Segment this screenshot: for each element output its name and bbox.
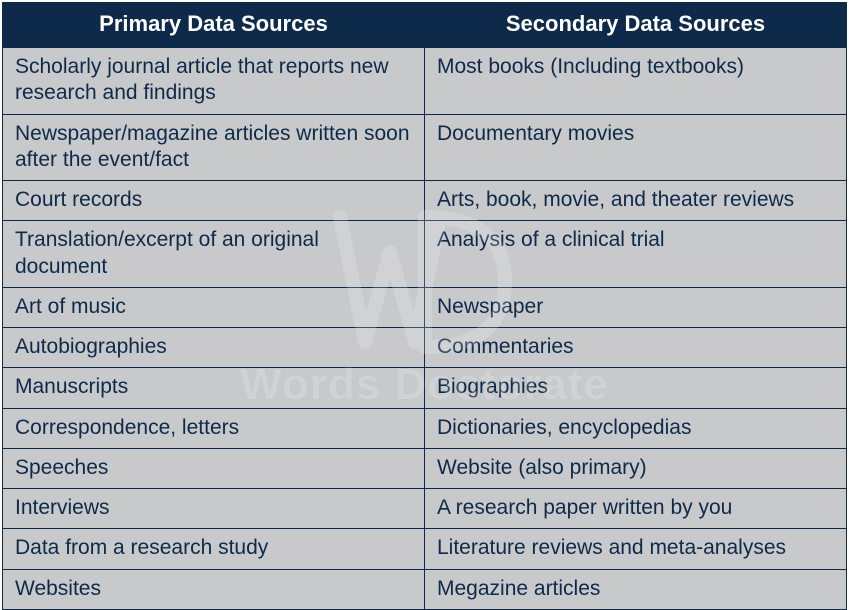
cell-primary: Newspaper/magazine articles written soon…: [3, 114, 425, 181]
cell-secondary: Literature reviews and meta-analyses: [425, 529, 847, 569]
table-row: Correspondence, letters Dictionaries, en…: [3, 408, 847, 448]
data-sources-table: Primary Data Sources Secondary Data Sour…: [2, 2, 847, 610]
cell-primary: Scholarly journal article that reports n…: [3, 48, 425, 115]
cell-primary: Speeches: [3, 448, 425, 488]
table-row: Court records Arts, book, movie, and the…: [3, 181, 847, 221]
cell-secondary: A research paper written by you: [425, 489, 847, 529]
cell-primary: Court records: [3, 181, 425, 221]
cell-primary: Correspondence, letters: [3, 408, 425, 448]
cell-primary: Data from a research study: [3, 529, 425, 569]
cell-secondary: Dictionaries, encyclopedias: [425, 408, 847, 448]
col-header-primary: Primary Data Sources: [3, 3, 425, 48]
table-row: Interviews A research paper written by y…: [3, 489, 847, 529]
cell-primary: Manuscripts: [3, 368, 425, 408]
cell-secondary: Website (also primary): [425, 448, 847, 488]
cell-secondary: Commentaries: [425, 328, 847, 368]
table-row: Scholarly journal article that reports n…: [3, 48, 847, 115]
cell-primary: Autobiographies: [3, 328, 425, 368]
cell-secondary: Documentary movies: [425, 114, 847, 181]
cell-secondary: Analysis of a clinical trial: [425, 221, 847, 288]
table-row: Data from a research study Literature re…: [3, 529, 847, 569]
table-row: Art of music Newspaper: [3, 287, 847, 327]
table-row: Translation/excerpt of an original docum…: [3, 221, 847, 288]
cell-secondary: Newspaper: [425, 287, 847, 327]
cell-secondary: Biographies: [425, 368, 847, 408]
cell-primary: Translation/excerpt of an original docum…: [3, 221, 425, 288]
table-row: Speeches Website (also primary): [3, 448, 847, 488]
col-header-secondary: Secondary Data Sources: [425, 3, 847, 48]
table-row: Manuscripts Biographies: [3, 368, 847, 408]
cell-secondary: Most books (Including textbooks): [425, 48, 847, 115]
cell-primary: Websites: [3, 569, 425, 609]
cell-primary: Interviews: [3, 489, 425, 529]
cell-secondary: Arts, book, movie, and theater reviews: [425, 181, 847, 221]
table-row: Newspaper/magazine articles written soon…: [3, 114, 847, 181]
table-header-row: Primary Data Sources Secondary Data Sour…: [3, 3, 847, 48]
cell-secondary: Megazine articles: [425, 569, 847, 609]
table-row: Autobiographies Commentaries: [3, 328, 847, 368]
cell-primary: Art of music: [3, 287, 425, 327]
table-row: Websites Megazine articles: [3, 569, 847, 609]
